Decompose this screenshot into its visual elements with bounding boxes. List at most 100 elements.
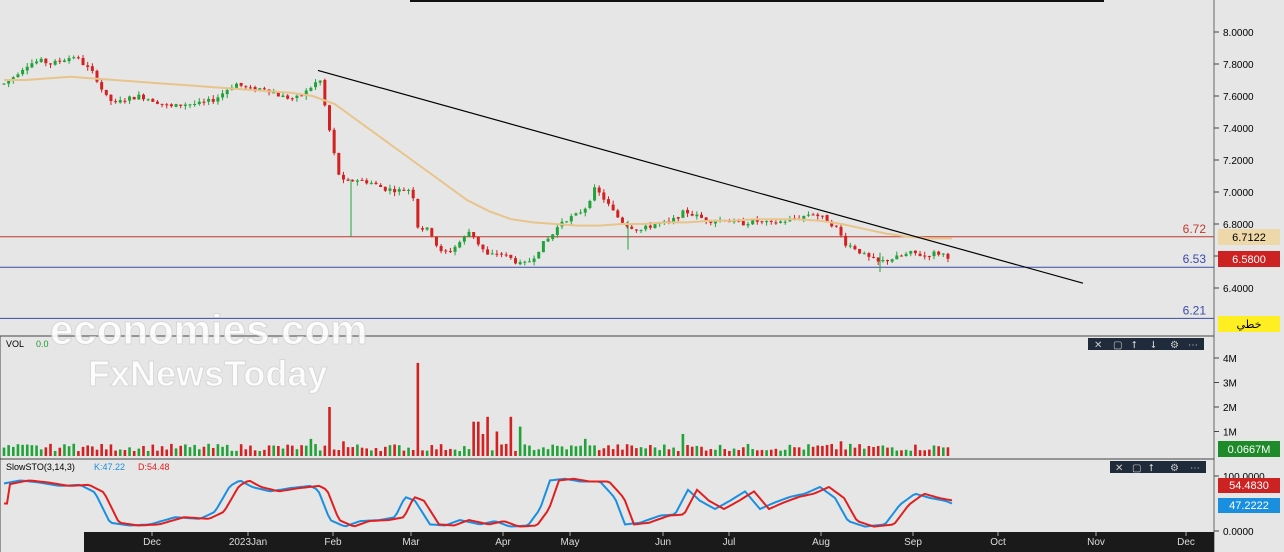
time-tick-label: Feb — [324, 537, 342, 548]
volume-bar — [560, 446, 564, 456]
volume-bar — [202, 446, 206, 456]
candle-body — [453, 246, 457, 252]
volume-bar — [765, 450, 768, 456]
candle-body — [839, 226, 843, 236]
candle-body — [806, 214, 810, 216]
candle-body — [402, 189, 406, 191]
candle-body — [895, 255, 899, 260]
volume-bar — [407, 447, 410, 456]
candle-body — [160, 103, 164, 105]
maximize-icon[interactable]: ▢ — [1113, 340, 1122, 351]
volume-bar — [118, 449, 122, 456]
trendline[interactable] — [317, 69, 1084, 284]
line-style-button[interactable]: خطي — [1218, 316, 1280, 332]
volume-bar — [872, 446, 875, 456]
volume-bar — [774, 448, 778, 456]
volume-bar — [639, 447, 643, 456]
volume-bar — [416, 362, 420, 456]
volume-bar — [616, 444, 620, 456]
candle-body — [295, 95, 299, 99]
candle-body — [25, 66, 29, 71]
volume-bar — [286, 444, 289, 456]
candle-body — [118, 100, 122, 103]
volume-bar — [39, 449, 43, 456]
candle-body — [11, 77, 15, 81]
volume-bar — [137, 448, 141, 456]
sto-k-line — [3, 477, 953, 528]
close-icon[interactable]: ✕ — [1115, 463, 1123, 474]
volume-bar — [481, 433, 485, 456]
volume-panel-toolbar[interactable]: ✕ ▢ ⭡ ⭣ ⚙ ⋯ — [1088, 338, 1204, 351]
candle-body — [927, 256, 931, 258]
move-up-icon[interactable]: ⭡ — [1149, 463, 1154, 474]
svg-text:خطي: خطي — [1237, 318, 1262, 331]
candle-body — [397, 189, 401, 192]
volume-bar — [170, 443, 173, 456]
candle-body — [95, 70, 99, 82]
candle-body — [7, 80, 11, 84]
candle-body — [546, 238, 550, 242]
volume-bar — [602, 448, 606, 456]
close-icon[interactable]: ✕ — [1094, 340, 1102, 351]
volume-bar — [486, 416, 489, 456]
volume-bar — [7, 445, 10, 456]
candle-body — [634, 229, 638, 231]
candle-body — [853, 245, 857, 250]
volume-bar — [825, 445, 829, 456]
candle-body — [541, 241, 545, 253]
moving-average-line — [4, 75, 952, 240]
more-icon[interactable]: ⋯ — [1188, 340, 1198, 351]
candle-body — [555, 227, 559, 236]
move-up-icon[interactable]: ⭡ — [1132, 340, 1137, 351]
candle-body — [341, 174, 345, 180]
candle-body — [379, 184, 383, 188]
price-tick-label: 8.0000 — [1223, 28, 1254, 39]
candle-body — [458, 242, 462, 248]
volume-bar — [439, 444, 443, 456]
sto-tick-label: 100.0000 — [1223, 472, 1265, 483]
time-tick-label: Nov — [1087, 537, 1105, 548]
volume-bar — [425, 450, 429, 456]
candle-body — [21, 69, 25, 75]
volume-bar — [583, 438, 587, 456]
volume-bar — [783, 449, 787, 456]
candle-body — [802, 215, 806, 219]
candle-body — [53, 60, 57, 65]
settings-icon[interactable]: ⚙ — [1170, 463, 1179, 474]
settings-icon[interactable]: ⚙ — [1170, 340, 1179, 351]
svg-text:6.5800: 6.5800 — [1232, 254, 1266, 266]
volume-bar — [918, 450, 922, 456]
move-down-icon[interactable]: ⭣ — [1151, 340, 1156, 351]
candle-body — [444, 250, 448, 252]
volume-bar — [25, 444, 29, 456]
volume-tick-label: 2M — [1223, 403, 1237, 414]
candle-body — [886, 260, 889, 262]
candle-body — [937, 251, 941, 255]
sto-panel-toolbar[interactable]: ✕ ▢ ⭡ ⚙ ⋯ — [1110, 461, 1206, 474]
candle-body — [574, 213, 578, 216]
candle-body — [811, 214, 815, 216]
candle-body — [109, 94, 113, 102]
candle-body — [49, 63, 52, 65]
candle-body — [518, 262, 522, 265]
volume-bar — [700, 446, 703, 456]
time-tick-label: Jul — [723, 537, 736, 548]
volume-bar — [816, 445, 820, 456]
volume-bar — [174, 448, 178, 456]
volume-bar — [332, 449, 336, 456]
horizontal-line-label: 6.53 — [1183, 252, 1207, 266]
candle-body — [35, 61, 39, 64]
volume-bar — [858, 444, 861, 456]
volume-bar — [635, 448, 638, 456]
volume-bar — [393, 444, 396, 456]
volume-bar — [421, 450, 424, 456]
candle-body — [58, 60, 62, 62]
candle-body — [867, 253, 871, 257]
volume-bar — [458, 451, 461, 456]
more-icon[interactable]: ⋯ — [1190, 463, 1200, 474]
volume-bar — [528, 445, 531, 456]
volume-bar — [914, 444, 917, 456]
maximize-icon[interactable]: ▢ — [1132, 463, 1141, 474]
candle-body — [90, 66, 94, 71]
volume-bar — [370, 450, 373, 456]
